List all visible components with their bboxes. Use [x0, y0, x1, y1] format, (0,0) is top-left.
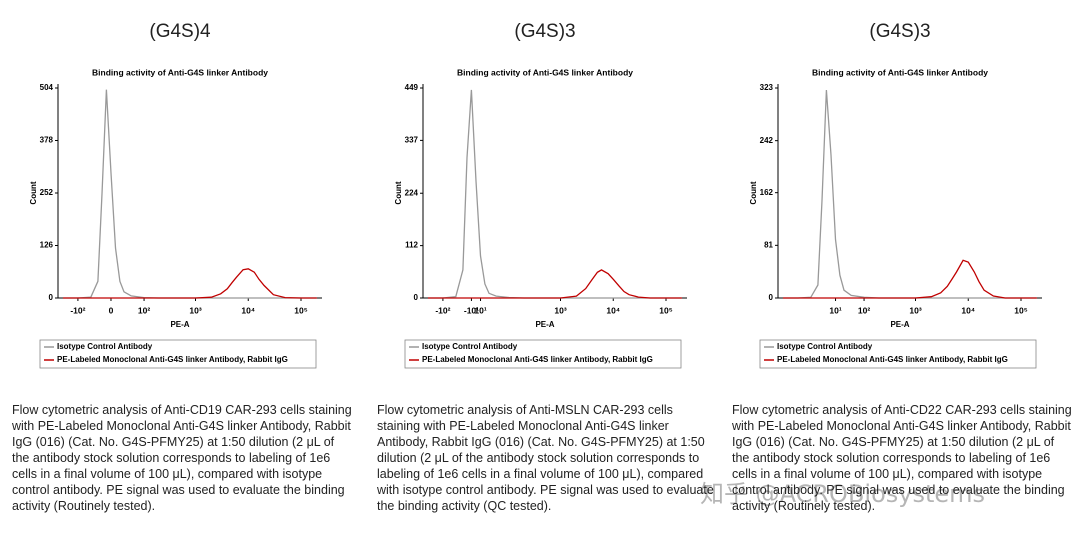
x-tick-label: 10⁴ [961, 305, 975, 315]
x-tick-label: -10² [70, 305, 85, 315]
panel-heading: (G4S)3 [869, 21, 930, 42]
caption: Flow cytometric analysis of Anti-CD22 CA… [732, 403, 1072, 513]
y-tick-label: 323 [760, 83, 774, 92]
y-tick-label: 378 [40, 136, 54, 145]
series-line [783, 259, 1037, 299]
x-tick-label: 10³ [189, 305, 201, 315]
x-tick-label: 10⁴ [606, 305, 620, 315]
x-axis-label: PE-A [535, 320, 554, 329]
x-tick-label: -10² [435, 305, 450, 315]
y-tick-label: 224 [405, 188, 419, 197]
chart-title: Binding activity of Anti-G4S linker Anti… [812, 67, 988, 77]
y-tick-label: 0 [414, 293, 419, 302]
y-axis-label: Count [29, 181, 38, 204]
y-tick-label: 0 [49, 293, 54, 302]
x-tick-label: 10⁵ [659, 305, 672, 315]
legend-label: PE-Labeled Monoclonal Anti-G4S linker An… [57, 355, 288, 364]
x-tick-label: 0 [109, 305, 114, 315]
x-tick-label: 10³ [554, 305, 566, 315]
y-tick-label: 0 [769, 293, 774, 302]
x-tick-label: 10³ [909, 305, 921, 315]
x-axis-label: PE-A [890, 320, 909, 329]
y-tick-label: 504 [40, 83, 54, 92]
caption: Flow cytometric analysis of Anti-CD19 CA… [12, 403, 352, 513]
y-tick-label: 162 [760, 188, 774, 197]
x-tick-label: 10¹ [474, 305, 486, 315]
watermark: 知乎 @ACROBiosystems [700, 480, 986, 508]
series-line [63, 268, 317, 299]
x-axis-label: PE-A [170, 320, 189, 329]
y-tick-label: 242 [760, 136, 774, 145]
y-tick-label: 252 [40, 188, 54, 197]
legend-box [39, 339, 317, 369]
chart-title: Binding activity of Anti-G4S linker Anti… [92, 67, 268, 77]
legend-label: Isotype Control Antibody [422, 342, 518, 351]
legend-label: Isotype Control Antibody [777, 342, 873, 351]
x-tick-label: 10¹ [829, 305, 841, 315]
y-tick-label: 81 [764, 240, 773, 249]
series-line [428, 89, 682, 299]
x-tick-label: 10⁴ [241, 305, 255, 315]
caption: Flow cytometric analysis of Anti-MSLN CA… [377, 403, 714, 513]
x-tick-label: 10² [138, 305, 150, 315]
legend-label: Isotype Control Antibody [57, 342, 153, 351]
legend-label: PE-Labeled Monoclonal Anti-G4S linker An… [422, 355, 653, 364]
y-axis-label: Count [394, 181, 403, 204]
series-line [63, 89, 317, 299]
legend-box [404, 339, 682, 369]
y-tick-label: 337 [405, 135, 419, 144]
chart-title: Binding activity of Anti-G4S linker Anti… [457, 67, 633, 77]
legend-box [759, 339, 1037, 369]
series-line [428, 269, 682, 299]
y-tick-label: 112 [405, 241, 418, 250]
y-tick-label: 126 [40, 241, 54, 250]
panel-heading: (G4S)3 [514, 21, 575, 42]
x-tick-label: 10² [858, 305, 870, 315]
y-tick-label: 449 [405, 83, 419, 92]
x-tick-label: 10⁵ [294, 305, 307, 315]
x-tick-label: 10⁵ [1014, 305, 1027, 315]
y-axis-label: Count [749, 181, 758, 204]
panel-heading: (G4S)4 [149, 21, 211, 42]
legend-label: PE-Labeled Monoclonal Anti-G4S linker An… [777, 355, 1008, 364]
x-tick-label: -10¹ [464, 305, 479, 315]
series-line [783, 89, 1037, 299]
